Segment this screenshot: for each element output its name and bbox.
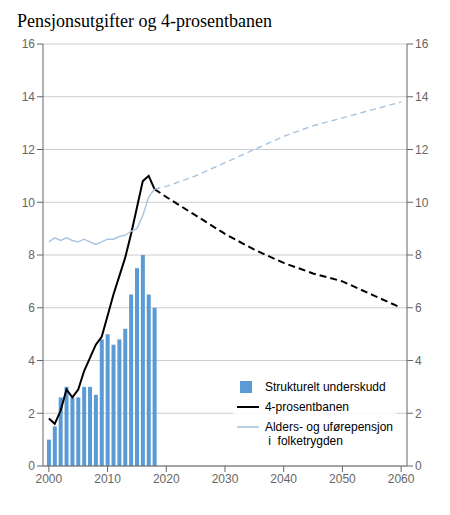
svg-text:14: 14 (415, 90, 429, 104)
html-text:Pensjonsutgifter og 4-prosentb: Pensjonsutgifter og 4-prosentbanen (17, 11, 272, 31)
svg-text:12: 12 (415, 143, 429, 157)
svg-text:2040: 2040 (270, 472, 297, 486)
html-text:i folketrygden: i folketrygden (264, 434, 343, 448)
svg-text:8: 8 (415, 248, 422, 262)
svg-text:8: 8 (28, 248, 35, 262)
svg-text:16: 16 (415, 37, 429, 51)
svg-text:4: 4 (28, 354, 35, 368)
svg-text:6: 6 (415, 301, 422, 315)
html-text:Strukturelt underskudd: Strukturelt underskudd (264, 380, 386, 394)
svg-text:4: 4 (415, 354, 422, 368)
svg-text:2050: 2050 (329, 472, 356, 486)
svg-text:0: 0 (28, 459, 35, 473)
svg-text:10: 10 (415, 196, 429, 210)
svg-text:6: 6 (28, 301, 35, 315)
svg-text:16: 16 (22, 37, 36, 51)
html-text:Alders- og uførepensjon: Alders- og uførepensjon (264, 420, 393, 434)
svg-text:2060: 2060 (388, 472, 415, 486)
svg-text:12: 12 (22, 143, 36, 157)
svg-text:0: 0 (415, 459, 422, 473)
svg-text:2: 2 (415, 407, 422, 421)
svg-text:2020: 2020 (153, 472, 180, 486)
svg-text:2030: 2030 (212, 472, 239, 486)
svg-text:2: 2 (28, 407, 35, 421)
svg-text:2000: 2000 (36, 472, 63, 486)
svg-text:14: 14 (22, 90, 36, 104)
svg-text:10: 10 (22, 196, 36, 210)
html-text:4-prosentbanen: 4-prosentbanen (264, 400, 349, 414)
svg-text:2010: 2010 (94, 472, 121, 486)
